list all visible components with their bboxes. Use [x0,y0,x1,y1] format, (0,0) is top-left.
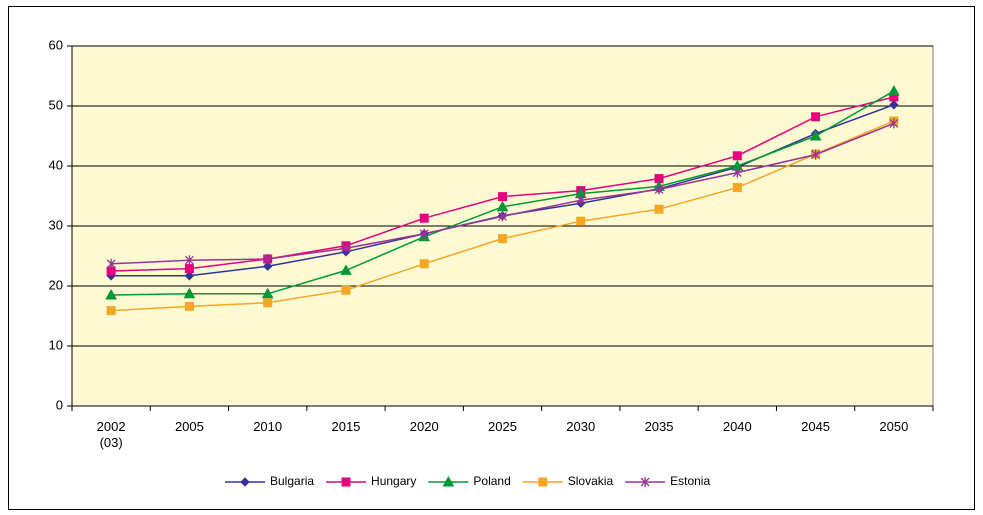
marker [184,271,195,281]
marker [889,118,899,129]
marker [106,306,116,316]
marker [576,216,586,226]
marker [419,259,429,269]
marker [498,211,507,222]
legend-label: Estonia [670,474,710,488]
marker [640,477,650,487]
legend-label: Hungary [371,474,416,488]
marker [105,288,117,300]
y-tick-label: 60 [49,37,63,52]
marker [184,301,194,311]
marker [654,204,664,214]
series [106,118,899,269]
marker [809,129,822,141]
marker [106,258,116,269]
marker [341,285,351,295]
marker [419,228,429,239]
marker [498,192,507,202]
x-tick-label: 2002 (03) [96,419,126,450]
series [105,84,900,300]
marker [442,475,455,487]
marker [240,477,250,487]
y-tick-label: 10 [49,337,63,352]
marker [811,149,821,160]
marker [654,184,664,195]
x-tick-label: 2015 [331,419,361,434]
marker [263,254,273,264]
x-tick-label: 2050 [879,419,909,434]
y-tick-label: 30 [49,217,63,232]
legend-label: Poland [473,474,510,488]
marker [184,264,194,274]
marker [340,264,352,275]
y-tick-label: 50 [49,97,63,112]
marker [732,151,742,161]
legend-label: Bulgaria [270,474,314,488]
marker [183,287,196,299]
legend-label: Slovakia [568,474,614,488]
marker [811,112,821,122]
marker [576,195,586,206]
y-tick-label: 40 [49,157,63,172]
x-tick-label: 2045 [801,419,831,434]
marker [262,261,273,271]
marker [732,183,742,193]
marker [496,200,509,212]
marker [498,234,507,244]
marker [263,298,273,308]
x-tick-label: 2035 [644,419,674,434]
marker [261,287,274,299]
marker [341,243,351,254]
marker [732,167,742,178]
x-tick-label: 2025 [488,419,517,434]
marker [889,100,899,110]
x-tick-label: 2020 [409,419,439,434]
series [106,116,899,316]
marker [538,477,548,487]
legend: Bulgaria Hungary Poland Slovakia Estonia [225,474,710,488]
y-tick-label: 0 [56,397,63,412]
marker [888,84,900,96]
x-tick-label: 2010 [253,419,283,434]
marker [184,255,194,266]
marker [419,213,429,223]
marker [341,477,351,487]
x-tick-label: 2030 [566,419,596,434]
x-tick-label: 2005 [174,419,204,434]
x-tick-label: 2040 [722,419,752,434]
y-tick-label: 20 [49,277,63,292]
